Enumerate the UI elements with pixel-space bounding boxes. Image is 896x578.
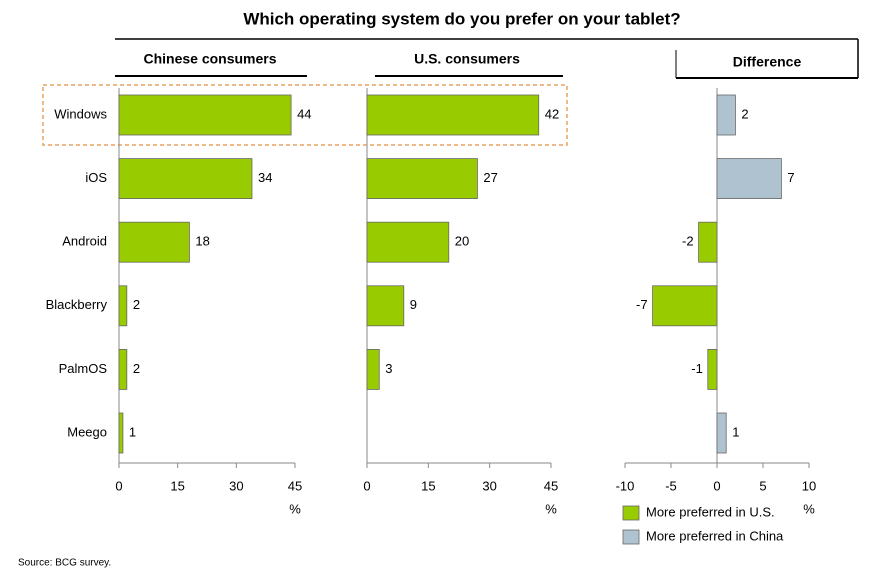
bar — [118, 412, 124, 454]
bar — [366, 285, 405, 327]
legend-label: More preferred in China — [646, 528, 784, 543]
category-label: Blackberry — [46, 297, 108, 312]
bar — [366, 158, 478, 200]
source-note: Source: BCG survey. — [18, 558, 111, 569]
value-label: 2 — [741, 106, 748, 121]
category-label: Android — [62, 234, 107, 249]
axis-unit: % — [289, 501, 301, 516]
bar — [118, 221, 190, 263]
bar — [366, 221, 450, 263]
value-label: -7 — [636, 297, 648, 312]
value-label: 2 — [133, 297, 140, 312]
category-label: Windows — [54, 106, 107, 121]
value-label: 18 — [195, 234, 209, 249]
value-label: 27 — [483, 170, 497, 185]
x-tick-label: 0 — [115, 478, 122, 493]
axis-unit: % — [803, 501, 815, 516]
x-tick-label: 45 — [544, 478, 558, 493]
bar — [118, 285, 128, 327]
value-label: 2 — [133, 361, 140, 376]
category-label: Meego — [67, 424, 107, 439]
x-tick-label: 0 — [713, 478, 720, 493]
category-label: PalmOS — [59, 361, 108, 376]
bar — [716, 94, 736, 136]
x-tick-label: 0 — [363, 478, 370, 493]
value-label: -1 — [691, 361, 703, 376]
chart-title: Which operating system do you prefer on … — [243, 9, 680, 28]
legend-swatch — [622, 505, 640, 521]
bar — [716, 158, 782, 200]
category-label: iOS — [85, 170, 107, 185]
bar — [652, 285, 718, 327]
bar — [366, 348, 380, 390]
value-label: 20 — [455, 234, 469, 249]
bar — [716, 412, 727, 454]
x-tick-label: -10 — [616, 478, 635, 493]
x-tick-label: 15 — [170, 478, 184, 493]
value-label: 42 — [545, 106, 559, 121]
value-label: -2 — [682, 234, 694, 249]
x-tick-label: 30 — [482, 478, 496, 493]
legend-swatch — [622, 529, 640, 545]
panel-header: Difference — [733, 54, 802, 70]
bar — [118, 94, 292, 136]
x-tick-label: -5 — [665, 478, 677, 493]
legend-label: More preferred in U.S. — [646, 504, 775, 519]
panel-header: Chinese consumers — [143, 51, 276, 67]
value-label: 7 — [787, 170, 794, 185]
axis-unit: % — [545, 501, 557, 516]
x-tick-label: 45 — [288, 478, 302, 493]
bar — [366, 94, 540, 136]
bar — [118, 158, 253, 200]
value-label: 3 — [385, 361, 392, 376]
highlight-box — [42, 84, 568, 146]
bar — [698, 221, 718, 263]
x-tick-label: 30 — [229, 478, 243, 493]
x-tick-label: 10 — [802, 478, 816, 493]
x-tick-label: 15 — [421, 478, 435, 493]
panel-header: U.S. consumers — [414, 51, 520, 67]
value-label: 9 — [410, 297, 417, 312]
value-label: 1 — [732, 424, 739, 439]
x-tick-label: 5 — [759, 478, 766, 493]
bar — [707, 348, 718, 390]
value-label: 44 — [297, 106, 311, 121]
value-label: 1 — [129, 424, 136, 439]
value-label: 34 — [258, 170, 272, 185]
bar — [118, 348, 128, 390]
